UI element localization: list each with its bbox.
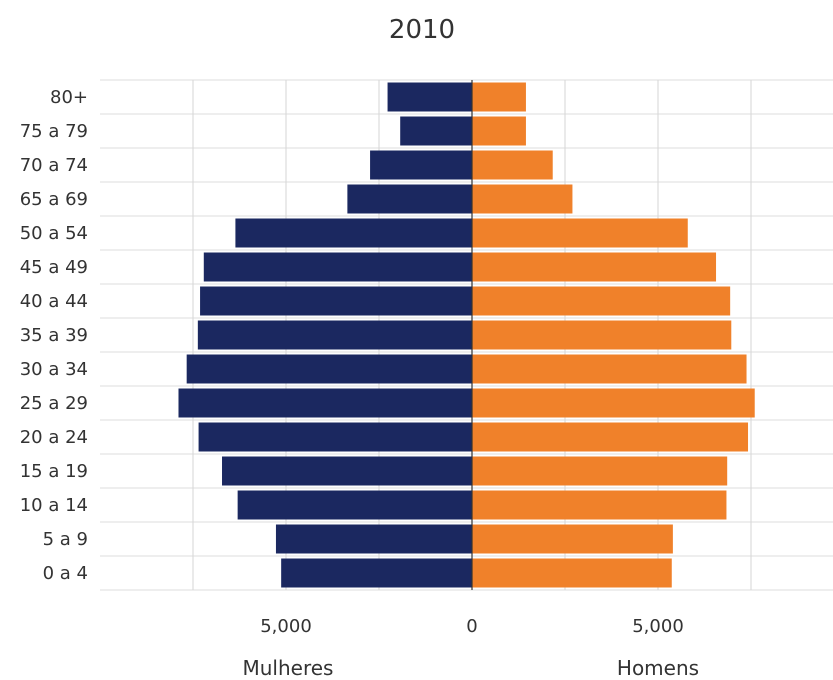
bars xyxy=(178,82,755,588)
x-tick-label: 0 xyxy=(466,616,477,637)
bar-homens xyxy=(472,490,727,520)
y-axis-label: 10 a 14 xyxy=(20,495,88,516)
bar-homens xyxy=(472,456,728,486)
y-axis-label: 35 a 39 xyxy=(20,325,88,346)
bar-homens xyxy=(472,82,526,112)
bar-homens xyxy=(472,354,747,384)
chart-title: 2010 xyxy=(389,15,455,45)
y-axis-label: 65 a 69 xyxy=(20,189,88,210)
y-axis-label: 30 a 34 xyxy=(20,359,88,380)
bar-mulheres xyxy=(387,82,472,112)
bar-homens xyxy=(472,252,717,282)
bar-homens xyxy=(472,184,573,214)
y-axis-label: 20 a 24 xyxy=(20,427,88,448)
y-axis-label: 40 a 44 xyxy=(20,291,88,312)
bar-homens xyxy=(472,150,553,180)
bar-mulheres xyxy=(370,150,472,180)
bar-mulheres xyxy=(275,524,472,554)
bar-mulheres xyxy=(237,490,472,520)
y-axis-label: 15 a 19 xyxy=(20,461,88,482)
bar-homens xyxy=(472,558,672,588)
bar-homens xyxy=(472,320,732,350)
bar-mulheres xyxy=(198,422,472,452)
bar-mulheres xyxy=(186,354,472,384)
bar-homens xyxy=(472,116,526,146)
x-tick-label: 5,000 xyxy=(260,616,312,637)
bar-homens xyxy=(472,218,688,248)
bar-homens xyxy=(472,422,749,452)
bar-homens xyxy=(472,524,673,554)
y-axis-label: 25 a 29 xyxy=(20,393,88,414)
x-tick-label: 5,000 xyxy=(632,616,684,637)
bar-mulheres xyxy=(197,320,472,350)
y-axis-label: 80+ xyxy=(50,87,88,108)
y-axis-label: 0 a 4 xyxy=(43,563,88,584)
bar-homens xyxy=(472,388,755,418)
x-label-homens: Homens xyxy=(617,656,699,680)
bar-mulheres xyxy=(203,252,472,282)
bar-mulheres xyxy=(347,184,472,214)
x-label-mulheres: Mulheres xyxy=(243,656,334,680)
bar-mulheres xyxy=(222,456,472,486)
y-axis-label: 45 a 49 xyxy=(20,257,88,278)
bar-mulheres xyxy=(281,558,472,588)
y-axis-label: 75 a 79 xyxy=(20,121,88,142)
bar-mulheres xyxy=(235,218,472,248)
bar-homens xyxy=(472,286,731,316)
y-axis-label: 50 a 54 xyxy=(20,223,88,244)
bar-mulheres xyxy=(178,388,472,418)
y-axis-label: 5 a 9 xyxy=(43,529,88,550)
y-axis-labels: 80+ 75 a 79 70 a 74 65 a 69 50 a 54 45 a 49 40… xyxy=(20,87,88,584)
bar-mulheres xyxy=(200,286,472,316)
x-axis-ticks: 5,000 0 5,000 xyxy=(260,616,684,637)
y-axis-label: 70 a 74 xyxy=(20,155,88,176)
bar-mulheres xyxy=(400,116,472,146)
